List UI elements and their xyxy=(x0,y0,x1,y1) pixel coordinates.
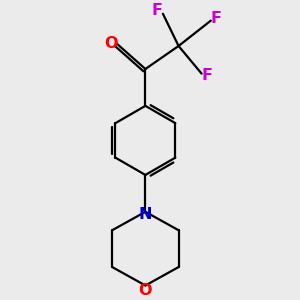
Text: F: F xyxy=(211,11,222,26)
Text: O: O xyxy=(139,283,152,298)
Text: F: F xyxy=(152,3,163,18)
Text: F: F xyxy=(202,68,213,83)
Text: O: O xyxy=(104,36,118,51)
Text: N: N xyxy=(139,207,152,222)
